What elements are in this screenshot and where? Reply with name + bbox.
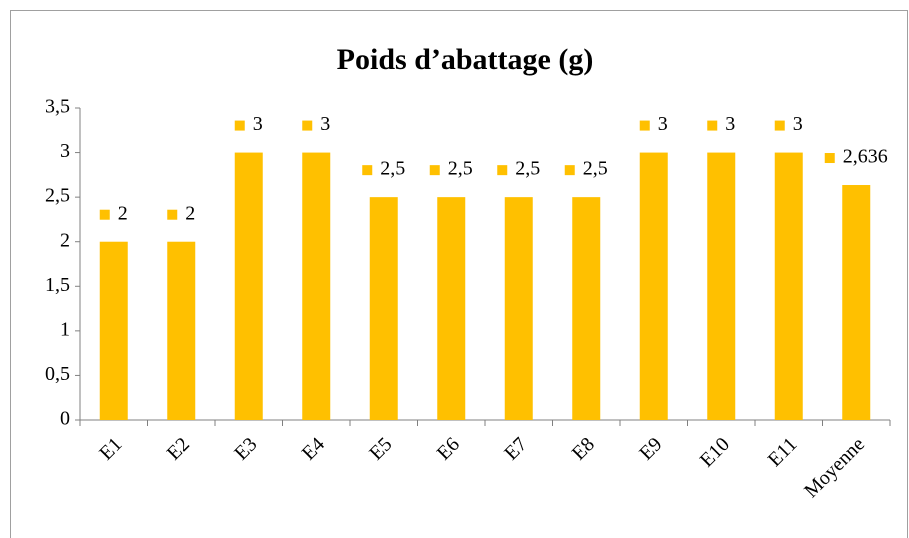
data-label: 3: [658, 113, 668, 135]
y-tick-label: 3: [60, 140, 70, 162]
y-tick-label: 0: [60, 408, 70, 430]
chart-title: Poids d’abattage (g): [337, 43, 594, 76]
data-label: 2,636: [843, 146, 888, 168]
data-label: 2,5: [380, 158, 405, 180]
y-tick-label: 1: [60, 318, 70, 340]
bar: [572, 197, 601, 420]
label-key: [99, 209, 110, 220]
data-label: 3: [320, 113, 330, 135]
data-label: 3: [793, 113, 803, 135]
data-label: 2,5: [448, 158, 473, 180]
label-key: [639, 120, 650, 131]
y-tick-label: 3,5: [45, 96, 70, 118]
label-key: [774, 120, 785, 131]
data-label: 2,5: [515, 158, 540, 180]
label-key: [429, 165, 440, 176]
label-key: [824, 153, 835, 164]
bar: [707, 152, 736, 421]
y-tick-label: 2: [60, 229, 70, 251]
label-key: [234, 120, 245, 131]
y-tick-label: 2,5: [45, 185, 70, 207]
bar: [437, 197, 466, 420]
label-key: [707, 120, 718, 131]
bar: [842, 185, 871, 420]
bar: [234, 152, 263, 421]
data-label: 3: [253, 113, 263, 135]
bar: [167, 241, 196, 420]
label-key: [362, 165, 373, 176]
y-tick-label: 0,5: [45, 363, 70, 385]
label-key: [167, 209, 178, 220]
bar: [639, 152, 668, 421]
bar: [774, 152, 803, 421]
label-key: [564, 165, 575, 176]
bar: [369, 197, 398, 420]
data-label: 2: [185, 202, 195, 224]
bar: [504, 197, 533, 420]
data-label: 2,5: [583, 158, 608, 180]
y-tick-label: 1,5: [45, 274, 70, 296]
bar: [302, 152, 331, 421]
label-key: [497, 165, 508, 176]
bar: [99, 241, 128, 420]
data-label: 3: [725, 113, 735, 135]
data-label: 2: [118, 202, 128, 224]
label-key: [302, 120, 313, 131]
